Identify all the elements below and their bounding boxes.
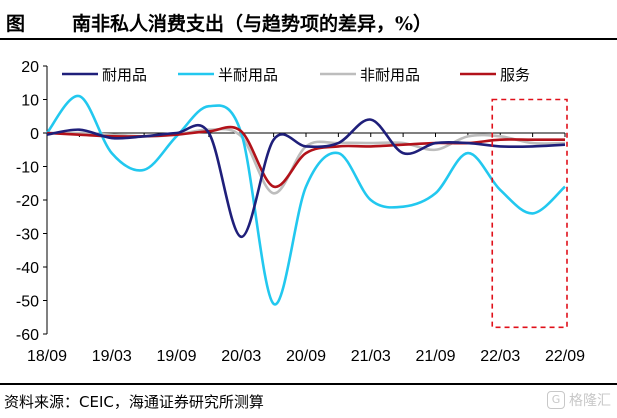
x-tick-label: 18/09 — [27, 348, 67, 365]
source-note: 资料来源：CEIC，海通证券研究所测算 — [4, 393, 264, 411]
x-tick-label: 21/03 — [351, 348, 391, 365]
y-tick-label: 0 — [30, 126, 39, 143]
x-tick-label: 21/09 — [415, 348, 455, 365]
x-tick-label: 22/09 — [545, 348, 585, 365]
legend-label: 耐用品 — [102, 66, 147, 84]
x-tick-label: 20/09 — [286, 348, 326, 365]
y-tick-label: -40 — [16, 260, 39, 277]
watermark: G 格隆汇 — [547, 390, 611, 410]
series-line-0 — [46, 118, 566, 239]
y-tick-label: -30 — [16, 227, 39, 244]
y-tick-label: 20 — [21, 59, 39, 76]
watermark-logo-icon: G — [547, 391, 565, 409]
y-tick-label: -50 — [16, 294, 39, 311]
x-tick-label: 19/03 — [92, 348, 132, 365]
x-tick-label: 22/03 — [480, 348, 520, 365]
legend-label: 非耐用品 — [360, 66, 420, 84]
y-tick-label: -60 — [16, 327, 39, 344]
series-line-1 — [45, 94, 566, 306]
y-tick-label: -10 — [16, 160, 39, 177]
chart-title: 南非私人消费支出（与趋势项的差异，%） — [72, 13, 433, 35]
x-tick-label: 19/09 — [156, 348, 196, 365]
highlight-box — [491, 98, 568, 329]
x-tick-label: 20/03 — [221, 348, 261, 365]
y-tick-label: -20 — [16, 193, 39, 210]
figure-label: 图 — [6, 13, 26, 35]
legend-label: 服务 — [500, 66, 530, 84]
watermark-text: 格隆汇 — [569, 393, 611, 409]
source-bar: 资料来源：CEIC，海通证券研究所测算 G 格隆汇 — [0, 383, 617, 418]
legend-label: 半耐用品 — [218, 66, 278, 84]
line-chart: 20 10 0 -10 -20 -30 -40 -50 -60 18/09 19/03 19/09 20… — [16, 59, 585, 365]
title-bar: 图 南非私人消费支出（与趋势项的差异，%） — [0, 0, 617, 40]
y-tick-label: 10 — [21, 93, 39, 110]
